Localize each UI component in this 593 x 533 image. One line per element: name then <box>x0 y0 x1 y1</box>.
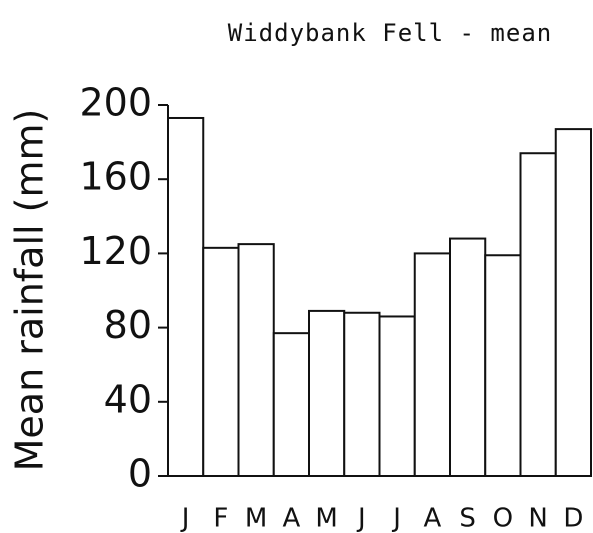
x-tick-label: J <box>391 504 401 533</box>
bar <box>202 246 240 477</box>
bar <box>519 152 557 477</box>
chart-title: Widdybank Fell - mean <box>228 19 552 47</box>
bar <box>272 332 310 478</box>
x-tick-label: M <box>245 504 267 533</box>
y-tick-label: 80 <box>104 303 152 347</box>
bar <box>167 116 205 478</box>
x-tick-label: D <box>563 504 583 533</box>
x-tick-label: O <box>493 504 513 533</box>
y-tick-label: 160 <box>79 155 152 199</box>
x-tick-label: S <box>459 504 476 533</box>
bar <box>449 237 487 477</box>
bar <box>378 315 416 477</box>
y-tick-label: 120 <box>79 229 152 273</box>
y-tick-label: 200 <box>79 81 152 125</box>
bar <box>343 311 381 478</box>
bar <box>554 128 592 478</box>
bar <box>413 252 451 477</box>
x-tick-label: M <box>315 504 337 533</box>
y-tick-label: 40 <box>104 377 152 421</box>
bar <box>484 254 522 477</box>
bar <box>237 243 275 477</box>
x-tick-label: A <box>423 504 441 533</box>
x-tick-label: N <box>528 504 547 533</box>
y-tick-label: 0 <box>128 452 152 496</box>
x-tick-label: F <box>213 504 228 533</box>
x-tick-label: J <box>180 504 190 533</box>
x-tick-label: A <box>282 504 300 533</box>
bar <box>308 309 346 477</box>
y-axis-label: Mean rainfall (mm) <box>8 109 52 472</box>
x-tick-label: J <box>356 504 366 533</box>
